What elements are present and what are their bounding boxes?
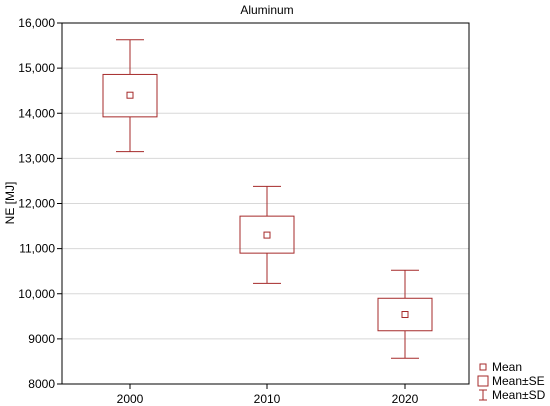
- legend-item-sd: Mean±SD: [479, 388, 546, 402]
- legend-item-se: Mean±SE: [477, 374, 545, 388]
- y-axis: 8000 9000 10,000 11,000 12,000 13,000 14,000 15…: [18, 16, 62, 391]
- x-axis: 2000 2010 2020: [117, 384, 419, 406]
- x-tick-label: 2000: [117, 392, 144, 406]
- y-tick-label: 13,000: [18, 151, 55, 165]
- y-tick-label: 9000: [28, 332, 55, 346]
- y-tick-label: 14,000: [18, 106, 55, 120]
- box-2020: [377, 269, 433, 359]
- mean-marker: [401, 311, 409, 319]
- x-tick-label: 2020: [392, 392, 419, 406]
- se-box: [102, 73, 158, 118]
- chart-title: Aluminum: [240, 3, 293, 17]
- y-axis-title: NE [MJ]: [3, 182, 17, 225]
- y-tick-label: 16,000: [18, 16, 55, 30]
- box-2010: [239, 185, 295, 284]
- mean-marker: [263, 231, 271, 239]
- legend-label: Mean±SD: [492, 388, 546, 402]
- legend-se-icon: [477, 375, 489, 387]
- y-tick-label: 10,000: [18, 287, 55, 301]
- y-tick-label: 12,000: [18, 197, 55, 211]
- legend-mean-icon: [479, 363, 487, 371]
- se-box: [239, 215, 295, 254]
- y-tick-label: 8000: [28, 377, 55, 391]
- legend-item-mean: Mean: [479, 360, 522, 374]
- legend-label: Mean: [492, 360, 522, 374]
- se-box: [377, 297, 433, 332]
- box-2000: [102, 39, 158, 153]
- x-tick-label: 2010: [254, 392, 281, 406]
- y-tick-label: 15,000: [18, 61, 55, 75]
- legend-label: Mean±SE: [492, 374, 545, 388]
- boxes: [102, 39, 433, 359]
- y-tick-label: 11,000: [19, 242, 55, 256]
- mean-marker: [126, 91, 134, 99]
